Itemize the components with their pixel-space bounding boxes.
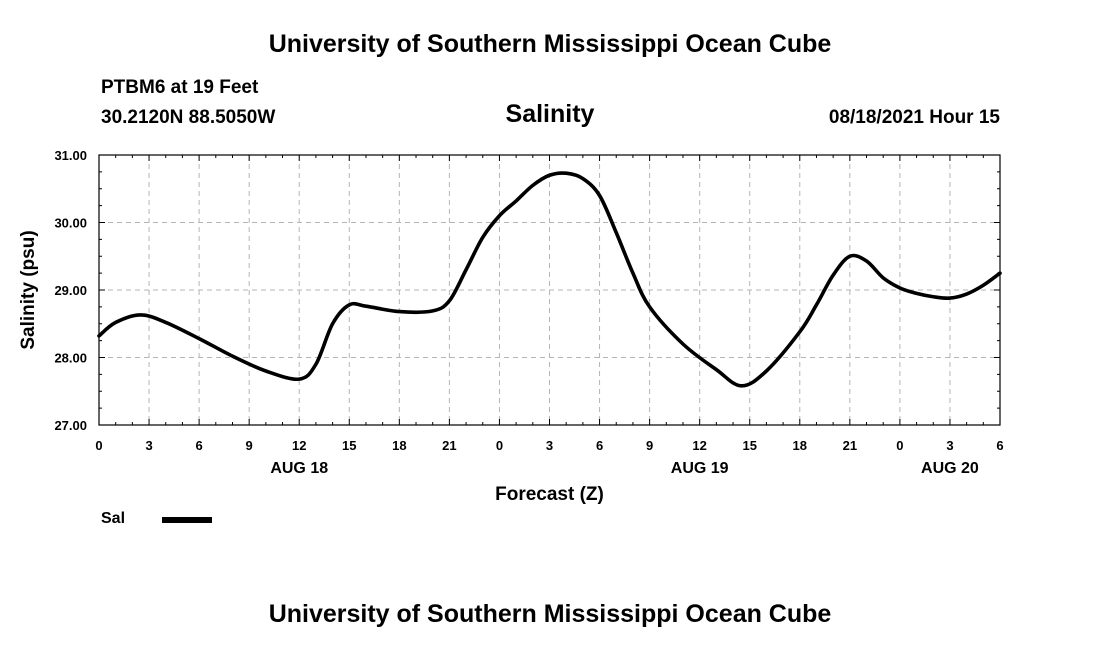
x-tick-label: 12 (692, 438, 706, 453)
x-tick-label: 21 (843, 438, 857, 453)
date-label: AUG 18 (270, 460, 328, 477)
x-tick-label: 18 (392, 438, 406, 453)
coordinates-label: 30.2120N 88.5050W (101, 107, 276, 128)
x-tick-label: 12 (292, 438, 306, 453)
datetime-label: 08/18/2021 Hour 15 (828, 107, 1000, 128)
y-tick-label: 28.00 (54, 351, 87, 366)
page-footer-title: University of Southern Mississippi Ocean… (268, 600, 832, 628)
x-tick-label: 9 (246, 438, 253, 453)
x-tick-label: 9 (646, 438, 653, 453)
x-axis-label: Forecast (Z) (495, 484, 604, 505)
y-tick-label: 31.00 (54, 148, 87, 163)
x-tick-label: 18 (793, 438, 807, 453)
x-tick-label: 0 (95, 438, 102, 453)
chart-title: Salinity (505, 100, 595, 128)
y-tick-label: 30.00 (54, 216, 87, 231)
series-line-salinity (97, 171, 1002, 388)
y-tick-label: 29.00 (54, 283, 87, 298)
x-tick-label: 15 (342, 438, 356, 453)
x-tick-label: 0 (896, 438, 903, 453)
x-tick-label: 0 (496, 438, 503, 453)
date-label: AUG 19 (671, 460, 729, 477)
x-tick-label: 15 (742, 438, 756, 453)
station-label: PTBM6 at 19 Feet (101, 77, 259, 98)
x-tick-label: 21 (442, 438, 456, 453)
page-title: University of Southern Mississippi Ocean… (268, 30, 832, 58)
x-tick-label: 3 (946, 438, 953, 453)
x-tick-label: 3 (145, 438, 152, 453)
legend-swatch (162, 517, 212, 523)
y-axis-label: Salinity (psu) (18, 230, 39, 349)
x-tick-label: 3 (546, 438, 553, 453)
y-tick-label: 27.00 (54, 418, 87, 433)
x-tick-label: 6 (996, 438, 1003, 453)
legend-label: Sal (101, 510, 126, 527)
date-label: AUG 20 (921, 460, 979, 477)
x-tick-label: 6 (195, 438, 202, 453)
x-tick-label: 6 (596, 438, 603, 453)
